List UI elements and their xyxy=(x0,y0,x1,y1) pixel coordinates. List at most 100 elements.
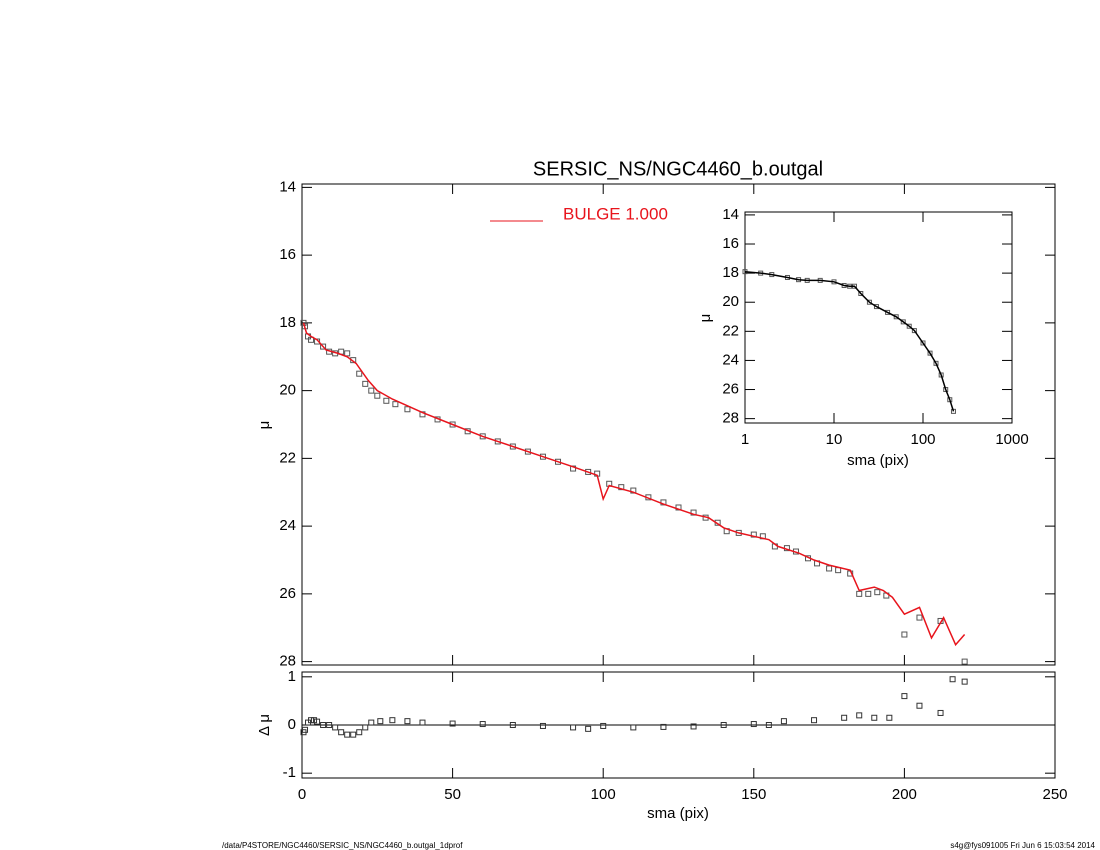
data-point xyxy=(383,397,390,404)
data-point xyxy=(368,387,375,394)
y-tick-label: 0 xyxy=(288,716,296,733)
x-tick-label: 10 xyxy=(826,431,843,448)
data-point xyxy=(865,590,872,597)
y-tick-label: 20 xyxy=(279,382,296,399)
data-point xyxy=(826,565,833,572)
data-point xyxy=(404,718,411,725)
data-point xyxy=(356,370,363,377)
x-tick-label: 200 xyxy=(892,786,917,803)
y-axis-label: μ xyxy=(256,421,273,430)
y-tick-label: 26 xyxy=(279,585,296,602)
chart-title: SERSIC_NS/NGC4460_b.outgal xyxy=(533,158,823,180)
x-tick-label: 150 xyxy=(741,786,766,803)
data-point xyxy=(344,731,351,738)
data-point xyxy=(332,724,339,731)
data-point xyxy=(509,443,516,450)
y-tick-label: 22 xyxy=(722,322,739,339)
data-point xyxy=(308,717,315,724)
data-point xyxy=(308,336,315,343)
data-point xyxy=(901,693,908,700)
data-point xyxy=(509,722,516,728)
data-point xyxy=(780,718,787,725)
data-point xyxy=(871,714,878,721)
data-point xyxy=(302,726,309,733)
data-point xyxy=(856,712,863,719)
data-point xyxy=(326,722,333,728)
y-tick-label: 28 xyxy=(722,410,739,427)
model-line xyxy=(302,322,966,647)
y-tick-label: 14 xyxy=(279,178,296,195)
data-point xyxy=(961,658,968,665)
data-point xyxy=(389,717,396,724)
data-point xyxy=(555,458,562,465)
data-point xyxy=(368,719,375,726)
footer-path: /data/P4STORE/NGC4460/SERSIC_NS/NGC4460_… xyxy=(222,841,463,850)
y-tick-label: 28 xyxy=(279,653,296,670)
data-point xyxy=(873,304,879,310)
model-line xyxy=(744,270,955,412)
data-point xyxy=(419,719,426,726)
data-point xyxy=(338,729,345,736)
y-tick-label: -1 xyxy=(283,764,296,781)
y-tick-label: 16 xyxy=(279,246,296,263)
y-tick-label: 1 xyxy=(288,668,296,685)
data-point xyxy=(585,725,592,732)
data-point xyxy=(841,714,848,721)
data-point xyxy=(690,723,697,730)
data-point xyxy=(374,392,381,399)
data-point xyxy=(630,487,637,494)
data-point xyxy=(916,702,923,709)
data-point xyxy=(765,722,772,728)
y-axis-label: Δ μ xyxy=(256,714,273,736)
data-point xyxy=(916,614,923,621)
y-tick-label: 16 xyxy=(722,235,739,252)
data-point xyxy=(886,714,893,721)
data-point xyxy=(539,453,546,460)
y-tick-label: 14 xyxy=(722,206,739,223)
data-point xyxy=(927,350,933,356)
x-tick-label: 50 xyxy=(444,786,461,803)
data-point xyxy=(874,589,881,596)
data-point xyxy=(911,328,917,334)
data-point xyxy=(600,722,607,729)
data-point xyxy=(618,484,625,491)
x-tick-label: 100 xyxy=(910,431,935,448)
data-point xyxy=(479,433,486,440)
data-point xyxy=(524,448,531,455)
x-tick-label: 1 xyxy=(741,431,749,448)
y-tick-label: 26 xyxy=(722,380,739,397)
data-point xyxy=(906,323,912,329)
data-point xyxy=(949,676,956,683)
data-point xyxy=(311,717,318,724)
footer-stamp: s4g@fys091005 Fri Jun 6 15:03:54 2014 xyxy=(950,841,1095,850)
data-point xyxy=(570,724,577,731)
y-tick-label: 18 xyxy=(279,314,296,331)
data-point xyxy=(314,718,321,725)
data-point xyxy=(539,722,546,729)
data-point xyxy=(404,406,411,413)
data-point xyxy=(856,590,863,597)
data-point xyxy=(479,721,486,728)
data-point xyxy=(494,438,501,445)
data-point xyxy=(350,731,357,738)
data-point xyxy=(885,309,891,315)
data-point xyxy=(866,299,872,305)
data-point xyxy=(893,314,899,320)
data-point xyxy=(449,421,456,428)
data-point xyxy=(362,380,369,387)
data-point xyxy=(377,718,384,725)
y-tick-label: 24 xyxy=(722,351,739,368)
data-point xyxy=(961,678,968,685)
data-point xyxy=(362,724,369,731)
data-point xyxy=(937,709,944,716)
data-point xyxy=(750,721,757,728)
data-point xyxy=(811,717,818,724)
data-point xyxy=(920,340,926,346)
x-tick-label: 1000 xyxy=(995,431,1028,448)
plot-frame xyxy=(744,211,1013,424)
x-tick-label: 0 xyxy=(298,786,306,803)
data-point xyxy=(901,631,908,638)
data-point xyxy=(320,343,327,350)
legend-label: BULGE 1.000 xyxy=(563,204,668,223)
